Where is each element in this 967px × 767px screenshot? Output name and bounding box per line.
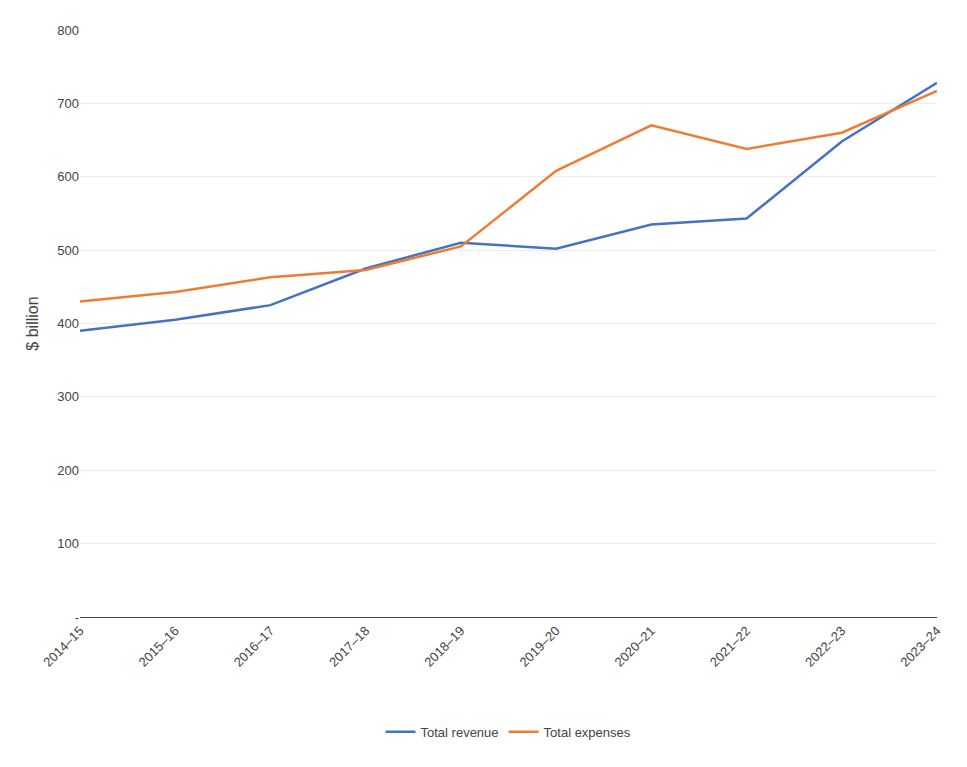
svg-text:200: 200: [57, 463, 79, 478]
svg-text:400: 400: [57, 316, 79, 331]
svg-text:2018–19: 2018–19: [421, 623, 467, 669]
svg-text:2016–17: 2016–17: [231, 623, 277, 669]
svg-text:2023–24: 2023–24: [897, 623, 943, 669]
svg-text:Total expenses: Total expenses: [544, 725, 631, 740]
svg-text:700: 700: [57, 96, 79, 111]
svg-text:2017–18: 2017–18: [326, 623, 372, 669]
svg-text:100: 100: [57, 536, 79, 551]
svg-text:2020–21: 2020–21: [612, 623, 658, 669]
svg-text:500: 500: [57, 243, 79, 258]
svg-text:Total revenue: Total revenue: [421, 725, 499, 740]
svg-text:300: 300: [57, 389, 79, 404]
svg-text:2019–20: 2019–20: [516, 623, 562, 669]
svg-text:600: 600: [57, 169, 79, 184]
svg-text:2015–16: 2015–16: [136, 623, 182, 669]
svg-text:$ billion: $ billion: [24, 296, 41, 350]
svg-text:800: 800: [57, 23, 79, 38]
svg-text:2021–22: 2021–22: [707, 623, 753, 669]
svg-text:-: -: [75, 610, 79, 625]
svg-text:2022–23: 2022–23: [802, 623, 848, 669]
svg-text:2014–15: 2014–15: [40, 623, 86, 669]
